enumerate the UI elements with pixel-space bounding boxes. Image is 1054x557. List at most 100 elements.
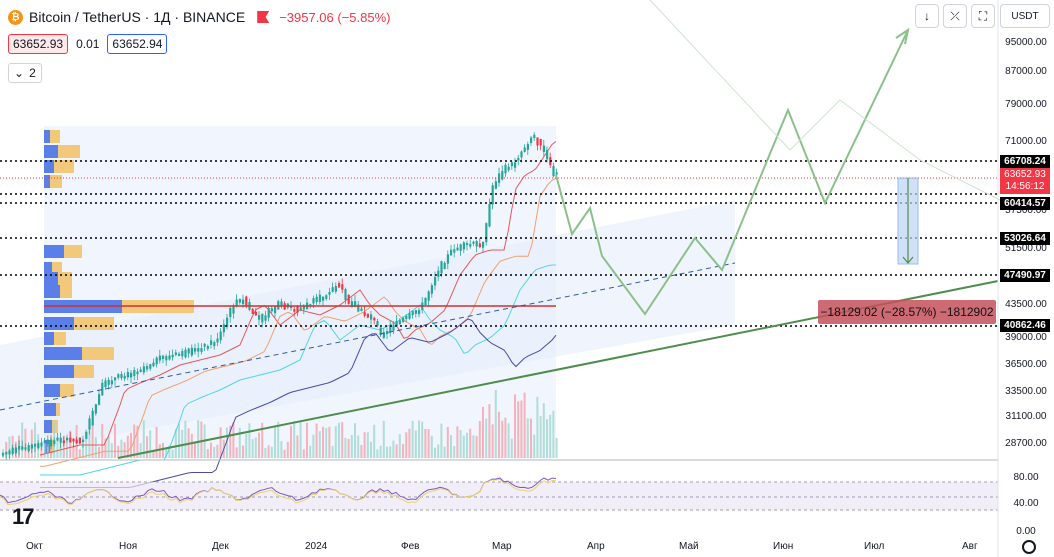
volume-bar (459, 430, 462, 458)
projection-arrow (895, 27, 910, 45)
candle-body (370, 314, 373, 320)
volume-bar (453, 446, 456, 458)
volume-bar (347, 439, 350, 458)
price-tick: 33500.00 (1005, 386, 1047, 397)
candle-body (395, 320, 398, 326)
candle-body (72, 438, 75, 442)
level-label[interactable]: 66708.24 (1000, 155, 1050, 168)
volume-bar (322, 426, 324, 458)
volume-bar (232, 422, 235, 458)
indicators-toggle[interactable]: ⌄ 2 (8, 63, 42, 83)
currency-selector[interactable]: USDT (1000, 4, 1050, 28)
current-price: 63652.93 (1004, 169, 1046, 180)
chevron-down-icon: ⌄ (14, 66, 25, 80)
measure-label[interactable]: −18129.02 (−28.57%) −1812902 (818, 300, 996, 324)
volume-bar (533, 434, 536, 458)
volume-bar (491, 424, 494, 458)
price-boxes: 63652.93 0.01 63652.94 (8, 34, 168, 54)
volume-bar (274, 425, 276, 458)
candle-body (258, 315, 261, 320)
collapse-button[interactable]: ⤫ (943, 4, 967, 28)
candle-body (56, 437, 59, 441)
spread: 0.01 (76, 37, 100, 51)
volume-bar (494, 389, 497, 458)
candle-body (331, 287, 334, 292)
vp-sell (54, 332, 66, 345)
volume-bar (315, 423, 318, 458)
candle-body (66, 437, 69, 441)
arrow-down-button[interactable]: ↓ (915, 4, 939, 28)
volume-bar (498, 411, 500, 458)
volume-bar (27, 448, 30, 458)
candle-body (43, 440, 46, 443)
candle-body (226, 317, 229, 328)
candle-body (344, 289, 347, 301)
fullscreen-button[interactable]: ⛶ (971, 4, 995, 28)
volume-bar (549, 414, 552, 458)
candle-body (514, 162, 517, 168)
candle-body (434, 277, 437, 286)
tradingview-logo[interactable]: 17 (12, 504, 35, 529)
candle-body (363, 312, 366, 316)
candle-body (472, 241, 475, 244)
candle-body (136, 371, 139, 375)
level-label[interactable]: 47490.97 (1000, 269, 1050, 282)
volume-bar (424, 428, 427, 458)
volume-bar (286, 441, 289, 458)
ghost-path (649, 0, 1001, 201)
volume-bar (370, 441, 372, 458)
candle-body (117, 374, 120, 378)
candle-body (126, 372, 129, 378)
volume-bar (69, 430, 72, 458)
volume-bar (197, 420, 200, 458)
candle-body (539, 138, 542, 146)
gear-icon[interactable] (1022, 540, 1036, 554)
candle-body (216, 338, 219, 343)
candle-body (155, 357, 158, 365)
price-tick: 39000.00 (1005, 332, 1047, 343)
ma-line (40, 177, 557, 467)
candle-body (62, 440, 65, 444)
volume-bar (21, 422, 24, 458)
volume-bar (126, 435, 129, 458)
candle-body (107, 379, 110, 385)
volume-bar (536, 396, 539, 458)
candle-body (11, 447, 14, 455)
volume-bar (507, 423, 510, 458)
current-price-label: 63652.93 14:56:12 (1000, 168, 1050, 194)
volume-bar (501, 420, 504, 458)
candle-body (213, 342, 216, 347)
sell-price[interactable]: 63652.93 (8, 34, 69, 54)
level-label[interactable]: 60414.57 (1000, 197, 1050, 210)
level-label[interactable]: 53026.64 (1000, 232, 1050, 245)
flag-icon[interactable] (257, 11, 270, 23)
candle-body (85, 431, 88, 439)
candle-body (194, 348, 197, 352)
fullscreen-icon: ⛶ (978, 8, 988, 23)
volume-bar (430, 435, 433, 458)
volume-bar (107, 436, 110, 458)
vp-sell (50, 130, 60, 143)
volume-bar (184, 420, 187, 458)
time-tick: Окт (26, 541, 43, 552)
candle-body (411, 310, 414, 316)
volume-bar (139, 443, 142, 458)
time-tick: Июн (773, 541, 794, 552)
buy-price[interactable]: 63652.94 (107, 34, 168, 54)
level-label[interactable]: 40862.46 (1000, 319, 1050, 332)
candle-body (59, 437, 62, 443)
candle-body (197, 348, 200, 352)
volume-bar (226, 427, 228, 458)
candle-body (315, 296, 318, 303)
volume-bar (514, 394, 516, 458)
volume-bar (379, 445, 382, 458)
volume-bar (462, 435, 465, 458)
candle-body (408, 313, 411, 319)
candle-body (290, 305, 293, 309)
volume-bar (254, 437, 257, 458)
candle-body (235, 299, 238, 306)
symbol-header[interactable]: ₿ Bitcoin / TetherUS · 1Д · BINANCE −395… (8, 7, 391, 27)
candle-body (402, 317, 405, 322)
volume-bar (120, 439, 123, 458)
